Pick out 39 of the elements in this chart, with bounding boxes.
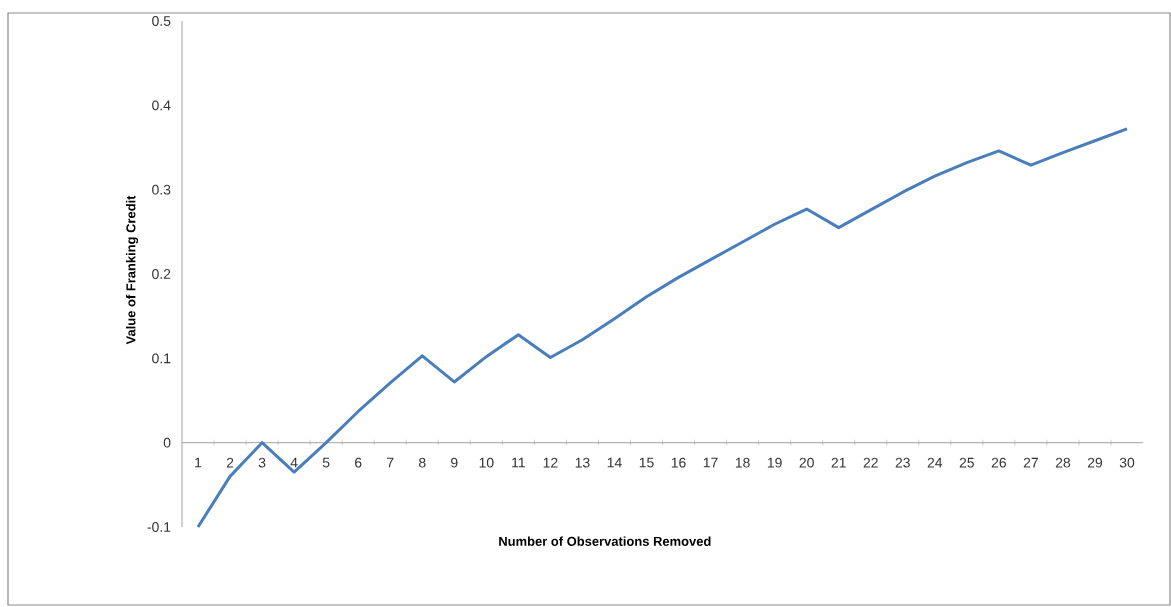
- x-tick-label: 10: [479, 457, 494, 468]
- x-tick-label: 25: [959, 457, 974, 468]
- y-tick-label: 0.5: [152, 16, 171, 26]
- x-tick-label: 1: [195, 457, 202, 468]
- x-tick-label: 20: [799, 457, 814, 468]
- y-tick-label: 0: [163, 437, 171, 448]
- x-tick-label: 11: [512, 457, 525, 468]
- x-tick-label: 4: [290, 457, 298, 468]
- x-tick-label: 19: [767, 457, 782, 468]
- y-tick-label: 0.1: [152, 353, 171, 364]
- x-tick-label: 21: [831, 457, 846, 468]
- x-tick-label: 24: [927, 457, 943, 468]
- x-tick-label: 18: [735, 457, 750, 468]
- x-tick-label: 28: [1055, 457, 1071, 468]
- x-tick-label: 30: [1119, 457, 1135, 468]
- x-tick-label: 7: [387, 457, 394, 468]
- x-axis-title: Number of Observations Removed: [499, 536, 711, 546]
- x-tick-label: 2: [226, 457, 234, 468]
- x-tick-label: 23: [895, 457, 910, 468]
- y-tick-label: 0.4: [152, 100, 171, 111]
- x-tick-label: 13: [575, 457, 590, 468]
- x-tick-label: 12: [543, 457, 558, 468]
- x-tick-label: 29: [1087, 457, 1103, 468]
- y-tick-label: -0.1: [147, 522, 171, 532]
- x-tick-label: 5: [322, 457, 330, 468]
- y-tick-label: 0.3: [152, 184, 171, 195]
- x-tick-label: 6: [355, 457, 362, 468]
- x-tick-label: 16: [671, 457, 686, 468]
- x-tick-label: 14: [607, 457, 622, 468]
- x-tick-label: 17: [703, 457, 718, 468]
- x-tick-label: 9: [451, 457, 458, 468]
- x-tick-label: 22: [863, 457, 878, 468]
- x-tick-label: 26: [991, 457, 1006, 468]
- x-tick-label: 3: [258, 457, 266, 468]
- y-axis-title: Value of Franking Credit: [125, 195, 139, 345]
- x-tick-label: 8: [418, 457, 426, 468]
- y-tick-label: 0.2: [152, 269, 171, 279]
- x-tick-label: 27: [1023, 457, 1038, 468]
- x-tick-label: 15: [639, 457, 654, 468]
